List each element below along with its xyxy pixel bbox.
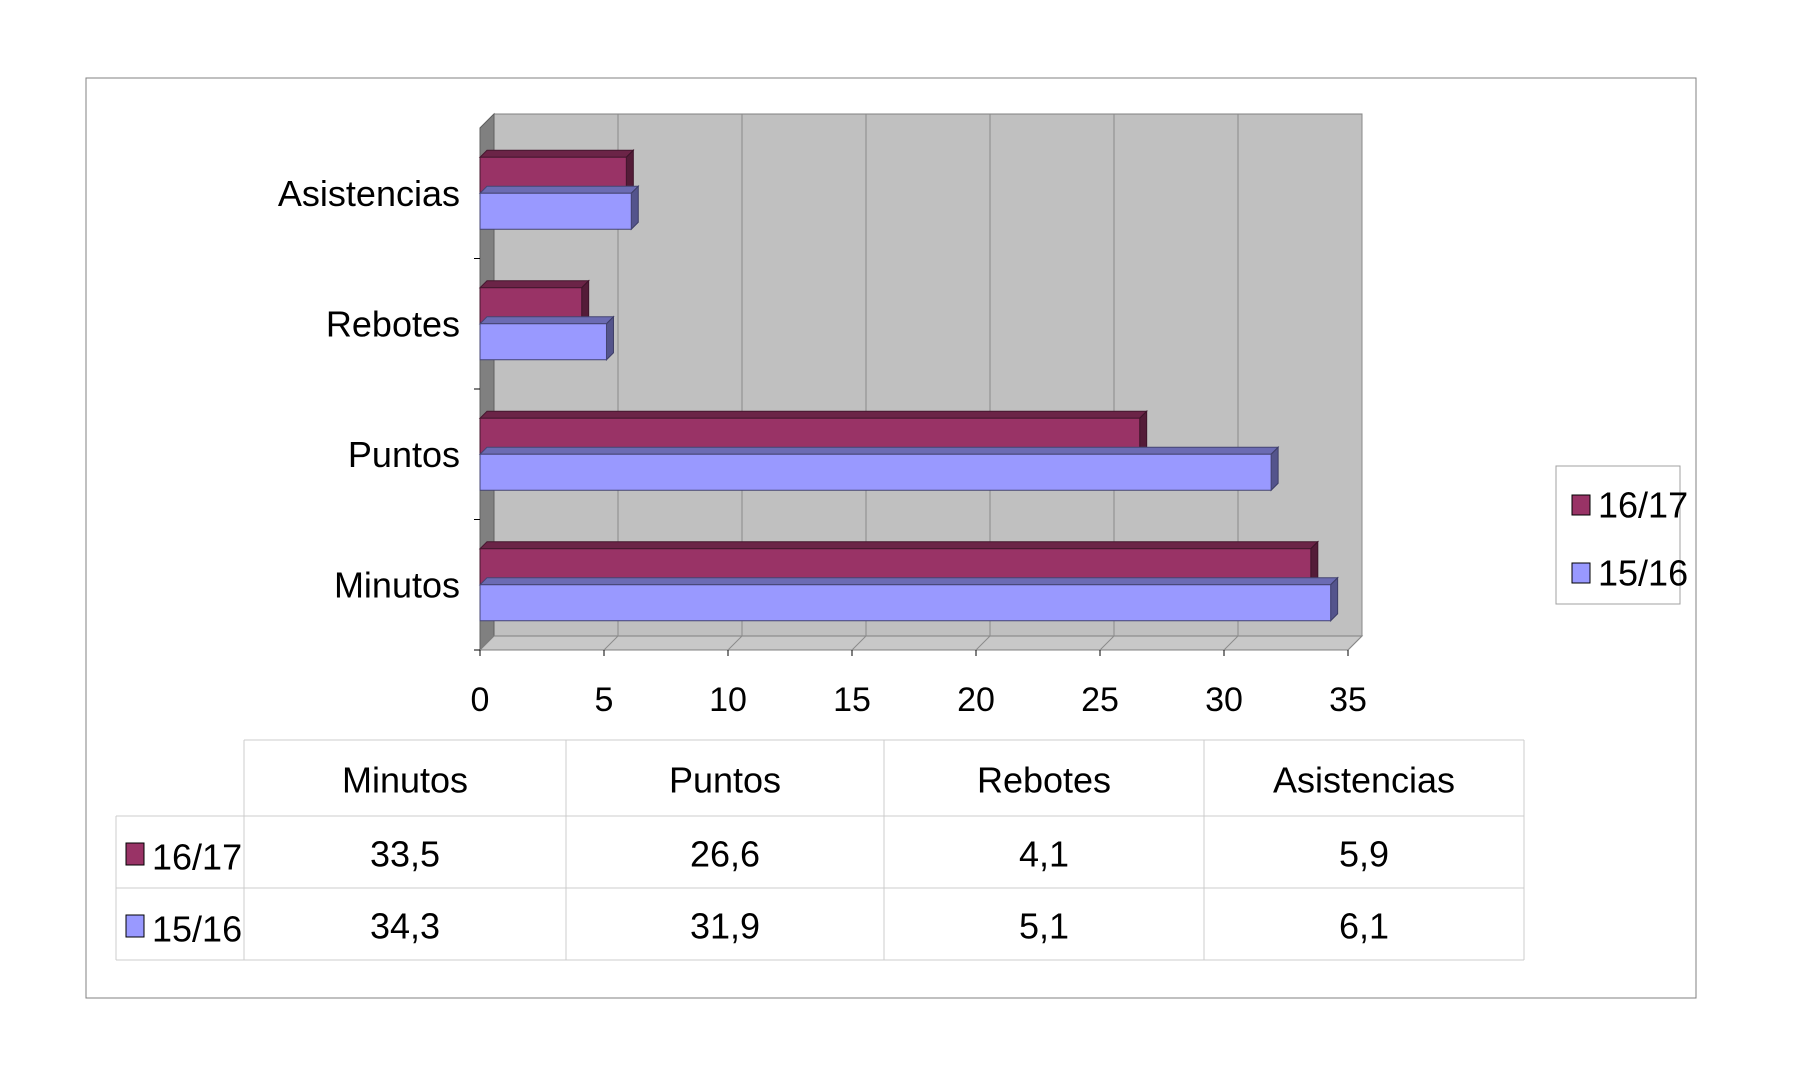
x-tick-label: 35 — [1329, 681, 1367, 719]
table-cell: 5,9 — [1339, 834, 1389, 875]
table-cell: 4,1 — [1019, 834, 1069, 875]
x-gridline-floor — [727, 635, 743, 651]
x-gridline-floor — [1223, 635, 1239, 651]
x-gridline-floor — [975, 635, 991, 651]
table-header: Rebotes — [977, 760, 1111, 801]
bar-top-16/17 — [478, 541, 1320, 550]
table-swatch — [125, 842, 145, 866]
legend-label: 16/17 — [1598, 485, 1688, 526]
x-tick-label: 5 — [595, 681, 614, 719]
bar-top-15/16 — [478, 185, 640, 194]
x-tick-label: 30 — [1205, 681, 1243, 719]
x-gridline-floor — [1099, 635, 1115, 651]
bar-side-15/16 — [1270, 446, 1279, 492]
table-row-label: 16/17 — [152, 837, 242, 878]
x-tick-label: 25 — [1081, 681, 1119, 719]
legend-swatch — [1571, 562, 1591, 584]
table-swatch — [125, 914, 145, 938]
bar-top-16/17 — [478, 149, 635, 158]
y-category-label: Rebotes — [326, 303, 460, 344]
y-category-label: Minutos — [334, 564, 460, 605]
table-cell: 31,9 — [690, 906, 760, 947]
x-tick-label: 20 — [957, 681, 995, 719]
x-tick-label: 15 — [833, 681, 871, 719]
x-tick-label: 0 — [471, 681, 490, 719]
bar-top-15/16 — [478, 316, 615, 325]
table-header: Puntos — [669, 760, 781, 801]
bar-side-15/16 — [630, 185, 639, 231]
bar-side-15/16 — [605, 315, 614, 361]
bar-15/16 — [479, 584, 1332, 622]
x-tick-label: 10 — [709, 681, 747, 719]
table-cell: 33,5 — [370, 834, 440, 875]
table-cell: 5,1 — [1019, 906, 1069, 947]
y-category-label: Puntos — [348, 434, 460, 475]
bar-top-16/17 — [478, 410, 1148, 419]
table-row-label: 15/16 — [152, 909, 242, 950]
bar-top-15/16 — [478, 446, 1280, 455]
table-header: Asistencias — [1273, 760, 1455, 801]
table-cell: 6,1 — [1339, 906, 1389, 947]
bar-side-15/16 — [1330, 576, 1339, 622]
bar-15/16 — [479, 453, 1272, 491]
table-header: Minutos — [342, 760, 468, 801]
plot-floor — [478, 635, 1364, 651]
x-gridline-floor — [1347, 635, 1363, 651]
table-cell: 34,3 — [370, 906, 440, 947]
bar-15/16 — [479, 323, 607, 361]
x-gridline-floor — [851, 635, 867, 651]
bar-15/16 — [479, 192, 632, 230]
y-category-label: Asistencias — [278, 173, 460, 214]
bar-top-15/16 — [478, 577, 1339, 586]
legend-swatch — [1571, 494, 1591, 516]
bar-top-16/17 — [478, 280, 590, 289]
table-cell: 26,6 — [690, 834, 760, 875]
x-gridline-floor — [603, 635, 619, 651]
legend-label: 15/16 — [1598, 553, 1688, 594]
